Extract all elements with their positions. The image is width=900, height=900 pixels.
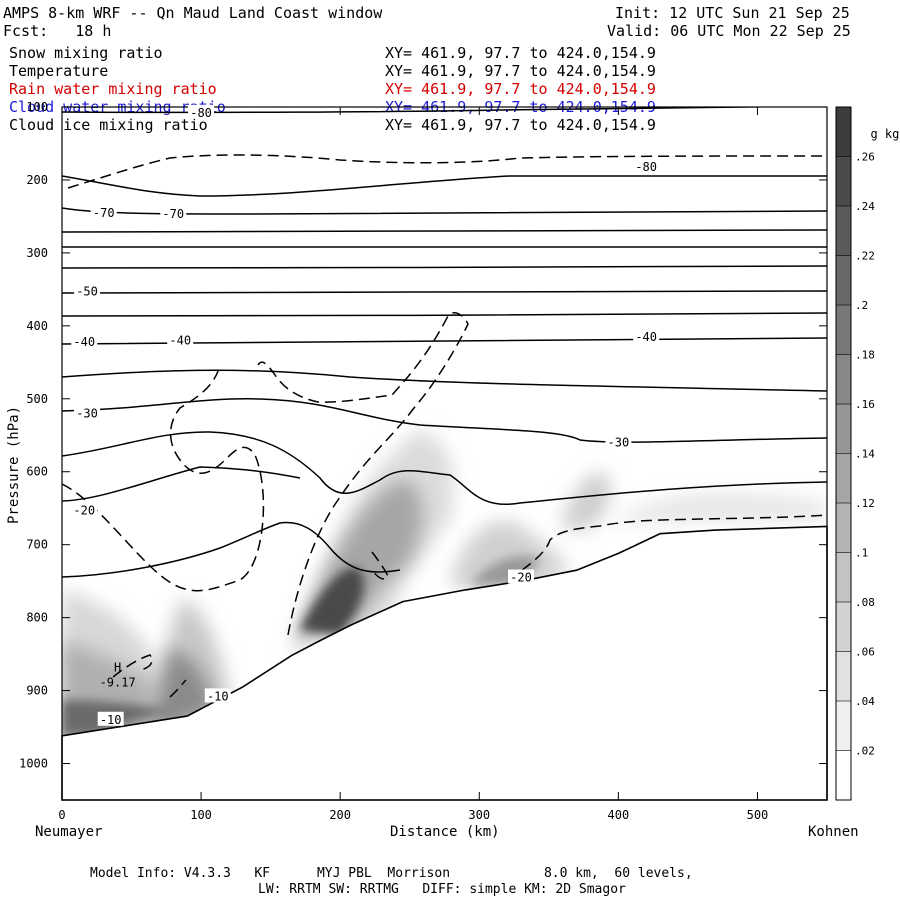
extremum-marker: H <box>114 660 121 674</box>
model-info: Model Info: V4.3.3 KF MYJ PBL Morrison 8… <box>90 866 693 881</box>
colorbar-tick-label: .08 <box>855 596 875 609</box>
colorbar-bin <box>836 651 851 701</box>
field-name: Rain water mixing ratio <box>9 80 217 98</box>
colorbar-bin <box>836 305 851 355</box>
valid-time: Valid: 06 UTC Mon 22 Sep 25 <box>607 22 851 40</box>
contour-label-bg <box>605 434 632 449</box>
colorbar-bin <box>836 156 851 206</box>
contour-label: -10 <box>207 689 229 703</box>
x-tick-label: 500 <box>747 808 769 822</box>
colorbar-tick-label: .26 <box>855 151 875 164</box>
y-tick-label: 500 <box>26 392 48 406</box>
contour-label: -70 <box>162 207 184 221</box>
init-time: Init: 12 UTC Sun 21 Sep 25 <box>615 4 850 22</box>
field-xy: XY= 461.9, 97.7 to 424.0,154.9 <box>385 44 656 62</box>
y-axis-label: Pressure (hPa) <box>6 405 22 524</box>
y-tick-label: 700 <box>26 538 48 552</box>
plot-frame <box>61 106 828 801</box>
y-tick-label: 600 <box>26 465 48 479</box>
y-tick-label: 300 <box>26 246 48 260</box>
contour-label-bg <box>74 283 101 298</box>
x-axis-label: Distance (km) <box>390 824 500 840</box>
colorbar-tick-label: .2 <box>855 299 868 312</box>
colorbar-tick-label: .22 <box>855 250 875 263</box>
x-tick-label: 300 <box>468 808 490 822</box>
contour-label-bg <box>204 688 231 703</box>
colorbar-tick-label: .1 <box>855 547 868 560</box>
y-tick-label: 800 <box>26 611 48 625</box>
contour-label: -80 <box>635 160 657 174</box>
colorbar-bin <box>836 255 851 305</box>
colorbar-bin <box>836 602 851 652</box>
colorbar-tick-label: .06 <box>855 646 875 659</box>
contour-label-bg <box>74 405 101 420</box>
y-tick-label: 900 <box>26 684 48 698</box>
colorbar-bin <box>836 107 851 157</box>
field-name: Cloud ice mixing ratio <box>9 116 208 134</box>
colorbar-bin <box>836 701 851 751</box>
y-tick-label: 100 <box>26 100 48 114</box>
contour-label-bg <box>90 204 117 219</box>
contour-label-bg <box>71 502 98 517</box>
contour-label-bg <box>633 328 660 343</box>
contour-label-bg <box>167 332 194 347</box>
physics-info: LW: RRTM SW: RRTMG DIFF: simple KM: 2D S… <box>258 882 626 897</box>
contour-label-bg <box>508 569 534 584</box>
contour-label: -50 <box>76 285 98 299</box>
contour-label: -10 <box>100 713 122 727</box>
colorbar-bin <box>836 206 851 256</box>
colorbar-bin <box>836 354 851 404</box>
colorbar-tick-label: .12 <box>855 497 875 510</box>
extremum-value: -9.17 <box>100 675 136 689</box>
x-tick-label: 400 <box>608 808 630 822</box>
field-name: Temperature <box>9 62 109 80</box>
contour-label-bg <box>160 206 187 221</box>
contour-label-bg <box>188 104 215 119</box>
contour-label: -40 <box>73 335 95 349</box>
contour-label: -70 <box>93 206 115 220</box>
colorbar-unit: g kg-1 <box>870 126 900 141</box>
colorbar-tick-label: .18 <box>855 349 875 362</box>
x-start-label: Neumayer <box>35 824 103 840</box>
y-tick-label: 400 <box>26 319 48 333</box>
contour-label: -30 <box>76 406 98 420</box>
x-tick-label: 100 <box>190 808 212 822</box>
contour-label: -80 <box>190 106 212 120</box>
x-end-label: Kohnen <box>808 824 859 840</box>
colorbar-bin <box>836 453 851 503</box>
colorbar-tick-label: .16 <box>855 398 875 411</box>
y-tick-label: 1000 <box>19 757 48 771</box>
chart-title: AMPS 8-km WRF -- Qn Maud Land Coast wind… <box>3 4 383 22</box>
contour-label: -20 <box>73 503 95 517</box>
colorbar-tick-label: .14 <box>855 448 875 461</box>
colorbar-tick-label: .02 <box>855 745 875 758</box>
contour-label-bg <box>97 711 124 726</box>
contour-label: -40 <box>169 333 191 347</box>
forecast-hour: Fcst: 18 h <box>3 22 112 40</box>
y-tick-label: 200 <box>26 173 48 187</box>
contour-label-bg <box>71 333 98 348</box>
cloud-ice-contours <box>62 154 827 698</box>
field-xy: XY= 461.9, 97.7 to 424.0,154.9 <box>385 80 656 98</box>
x-tick-label: 200 <box>329 808 351 822</box>
contour-label: -20 <box>510 571 532 585</box>
colorbar-tick-label: .04 <box>855 695 875 708</box>
colorbar-bin <box>836 750 851 800</box>
contour-label: -40 <box>635 330 657 344</box>
field-xy: XY= 461.9, 97.7 to 424.0,154.9 <box>385 62 656 80</box>
x-tick-label: 0 <box>58 808 65 822</box>
colorbar-bin <box>836 503 851 553</box>
contour-label: -30 <box>608 436 630 450</box>
field-name: Snow mixing ratio <box>9 44 163 62</box>
contour-label-bg <box>633 158 660 173</box>
colorbar-bin <box>836 552 851 602</box>
colorbar-bin <box>836 404 851 454</box>
colorbar-tick-label: .24 <box>855 200 875 213</box>
field-xy: XY= 461.9, 97.7 to 424.0,154.9 <box>385 116 656 134</box>
